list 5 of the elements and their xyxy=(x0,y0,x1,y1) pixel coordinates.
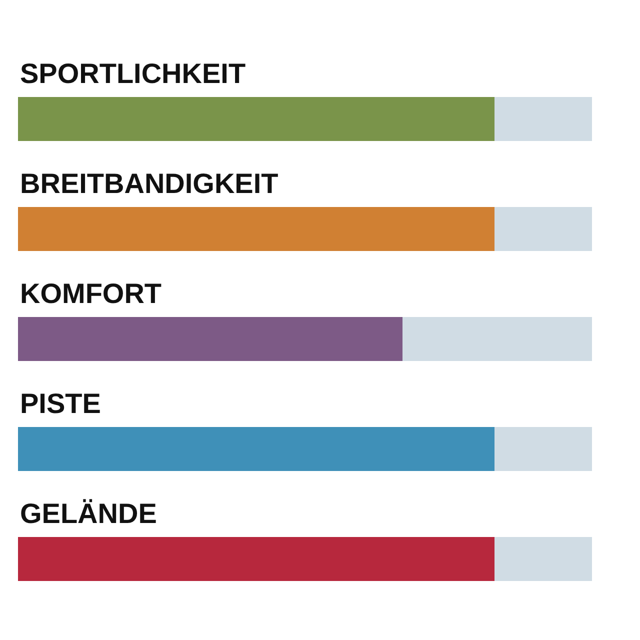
y-tick-label: SPORTLICHKEIT xyxy=(20,58,246,89)
y-tick-label: PISTE xyxy=(20,388,101,419)
y-tick-label: KOMFORT xyxy=(20,278,162,309)
y-tick-label: GELÄNDE xyxy=(20,498,157,529)
y-tick-label: BREITBANDIGKEIT xyxy=(20,168,278,199)
